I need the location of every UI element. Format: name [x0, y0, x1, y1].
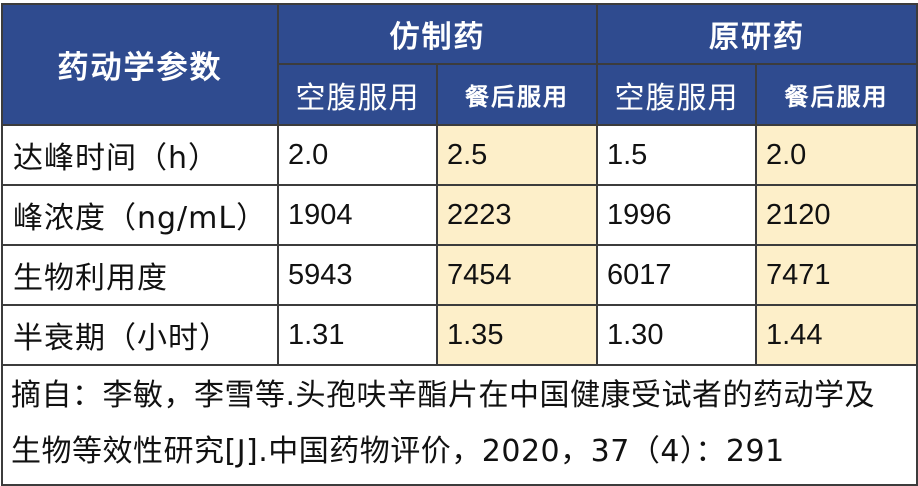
- condition-header-original-fasting: 空腹服用: [596, 63, 757, 126]
- condition-header-generic-fasting: 空腹服用: [277, 63, 438, 126]
- row-param-label: 半衰期（小时）: [1, 304, 279, 366]
- cell-value: 1.30: [596, 304, 757, 366]
- table-row: 生物利用度 5943 7454 6017 7471: [1, 244, 918, 306]
- cell-value-fed: 2120: [755, 184, 918, 246]
- row-param-label: 峰浓度（ng/mL）: [1, 184, 279, 246]
- cell-value: 1.31: [277, 304, 438, 366]
- cell-value-fed: 2223: [436, 184, 598, 246]
- param-column-header: 药动学参数: [1, 3, 279, 126]
- cell-value: 2.0: [277, 124, 438, 186]
- group-header-original: 原研药: [596, 3, 918, 65]
- pharmacokinetics-table: 药动学参数 仿制药 原研药 空腹服用 餐后服用 空腹服用 餐后服用 达峰时间（h…: [1, 3, 918, 486]
- condition-header-original-fed: 餐后服用: [755, 63, 918, 126]
- group-header-generic: 仿制药: [277, 3, 598, 65]
- cell-value: 1996: [596, 184, 757, 246]
- cell-value-fed: 1.44: [755, 304, 918, 366]
- cell-value-fed: 2.5: [436, 124, 598, 186]
- source-row: 摘自：李敏，李雪等.头孢呋辛酯片在中国健康受试者的药动学及生物等效性研究[J].…: [1, 364, 918, 486]
- row-param-label: 生物利用度: [1, 244, 279, 306]
- source-citation: 摘自：李敏，李雪等.头孢呋辛酯片在中国健康受试者的药动学及生物等效性研究[J].…: [1, 364, 918, 486]
- header-row-conditions: 空腹服用 餐后服用 空腹服用 餐后服用: [2, 63, 918, 126]
- row-param-label: 达峰时间（h）: [1, 124, 279, 186]
- table-row: 半衰期（小时） 1.31 1.35 1.30 1.44: [1, 304, 918, 366]
- table-row: 峰浓度（ng/mL） 1904 2223 1996 2120: [1, 184, 918, 246]
- cell-value-fed: 2.0: [755, 124, 918, 186]
- condition-header-generic-fed: 餐后服用: [436, 63, 598, 126]
- cell-value: 1904: [277, 184, 438, 246]
- cell-value-fed: 7454: [436, 244, 598, 306]
- cell-value-fed: 7471: [755, 244, 918, 306]
- cell-value: 1.5: [596, 124, 757, 186]
- cell-value-fed: 1.35: [436, 304, 598, 366]
- header-row-groups: 药动学参数 仿制药 原研药: [1, 3, 918, 126]
- cell-value: 5943: [277, 244, 438, 306]
- table-row: 达峰时间（h） 2.0 2.5 1.5 2.0: [1, 124, 918, 186]
- cell-value: 6017: [596, 244, 757, 306]
